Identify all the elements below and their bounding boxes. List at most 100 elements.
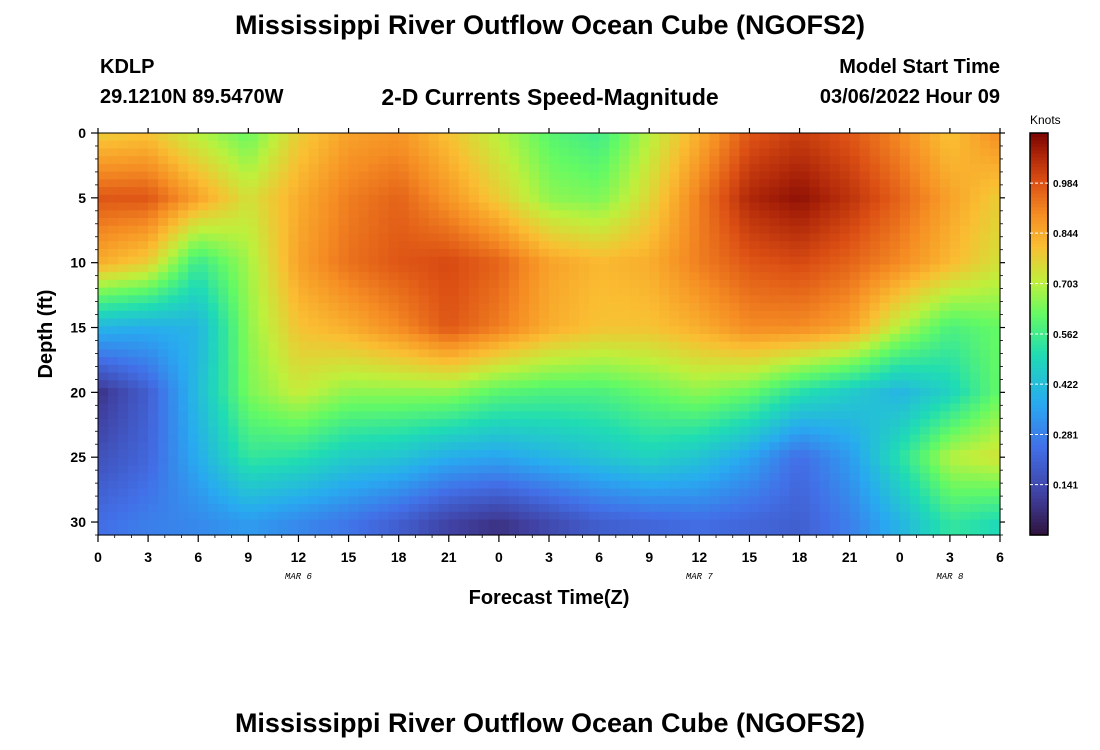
colorbar-segment — [1030, 163, 1048, 168]
heat-cell — [569, 457, 580, 467]
heat-cell — [428, 426, 440, 436]
colorbar-segment — [1030, 330, 1048, 335]
heat-cell — [729, 318, 741, 327]
heat-cell — [398, 473, 410, 482]
heat-cell — [468, 465, 480, 474]
heat-cell — [619, 179, 630, 188]
heat-cell — [138, 511, 149, 521]
heat-cell — [478, 511, 490, 521]
heat-cell — [629, 442, 640, 451]
heat-cell — [769, 380, 781, 389]
heat-cell — [398, 395, 410, 405]
heat-cell — [809, 426, 821, 436]
heat-cell — [448, 310, 460, 320]
heat-cell — [408, 318, 420, 327]
heat-cell — [418, 527, 430, 536]
heat-cell — [208, 426, 219, 436]
heat-cell — [328, 248, 340, 258]
heat-cell — [318, 426, 330, 436]
heat-cell — [508, 419, 520, 428]
heat-cell — [819, 511, 831, 521]
colorbar-tick-label: 0.844 — [1053, 229, 1078, 240]
heat-cell — [278, 241, 290, 250]
heat-cell — [178, 465, 189, 474]
heat-cell — [559, 248, 570, 258]
heat-cell — [709, 202, 720, 211]
heat-cell — [769, 218, 781, 227]
heat-cell — [108, 465, 119, 474]
heat-cell — [729, 496, 741, 505]
heat-cell — [829, 233, 841, 242]
heat-cell — [889, 511, 901, 521]
heat-cell — [308, 434, 320, 443]
heat-cell — [408, 279, 420, 289]
heat-cell — [498, 395, 510, 405]
heat-cell — [809, 434, 821, 443]
heat-cell — [829, 287, 841, 296]
heat-cell — [448, 334, 460, 343]
heat-cell — [138, 264, 149, 273]
heat-cell — [388, 519, 400, 528]
heat-cell — [879, 473, 891, 482]
heat-cell — [218, 480, 229, 490]
heat-cell — [649, 318, 660, 327]
heat-cell — [899, 434, 911, 443]
heat-cell — [348, 318, 360, 327]
colorbar-segment — [1030, 216, 1048, 221]
heat-cell — [609, 171, 620, 180]
heat-cell — [478, 148, 490, 157]
heat-cell — [448, 210, 460, 219]
heat-cell — [448, 171, 460, 180]
heat-cell — [899, 148, 911, 157]
heat-cell — [699, 163, 710, 173]
heat-cell — [428, 442, 440, 451]
colorbar-segment — [1030, 514, 1048, 519]
heat-cell — [248, 248, 259, 258]
heat-cell — [699, 426, 710, 436]
heat-cell — [408, 264, 420, 273]
heat-cell — [979, 411, 991, 420]
heat-cell — [128, 248, 139, 258]
heat-cell — [909, 256, 921, 266]
heat-cell — [248, 295, 259, 304]
heat-cell — [338, 179, 350, 188]
heat-cell — [589, 163, 600, 173]
heat-cell — [248, 140, 259, 150]
heat-cell — [108, 488, 119, 497]
heat-cell — [268, 411, 279, 420]
heat-cell — [438, 163, 450, 173]
heat-cell — [839, 364, 851, 374]
heat-cell — [889, 527, 901, 536]
heat-cell — [849, 318, 861, 327]
heat-cell — [248, 480, 259, 490]
heat-cell — [639, 364, 650, 374]
heat-cell — [739, 388, 751, 397]
heat-cell — [879, 334, 891, 343]
heat-cell — [769, 187, 781, 196]
heat-cell — [388, 465, 400, 474]
heat-cell — [498, 349, 510, 358]
heat-cell — [388, 310, 400, 320]
heat-cell — [629, 395, 640, 405]
heat-cell — [238, 264, 249, 273]
heat-cell — [298, 480, 310, 490]
heat-cell — [208, 488, 219, 497]
heat-cell — [468, 233, 480, 242]
heat-cell — [919, 303, 931, 312]
heat-cell — [178, 241, 189, 250]
heat-cell — [989, 419, 1001, 428]
heat-cell — [218, 225, 229, 235]
heat-cell — [569, 442, 580, 451]
heat-cell — [699, 488, 710, 497]
heat-cell — [138, 310, 149, 320]
heat-cell — [348, 264, 360, 273]
heat-cell — [488, 272, 500, 281]
heat-cell — [308, 225, 320, 235]
colorbar-segment — [1030, 491, 1048, 496]
heat-cell — [108, 163, 119, 173]
heat-cell — [298, 156, 310, 165]
heat-cell — [779, 210, 791, 219]
heat-cell — [508, 411, 520, 420]
heat-cell — [939, 248, 951, 258]
heat-cell — [118, 148, 129, 157]
